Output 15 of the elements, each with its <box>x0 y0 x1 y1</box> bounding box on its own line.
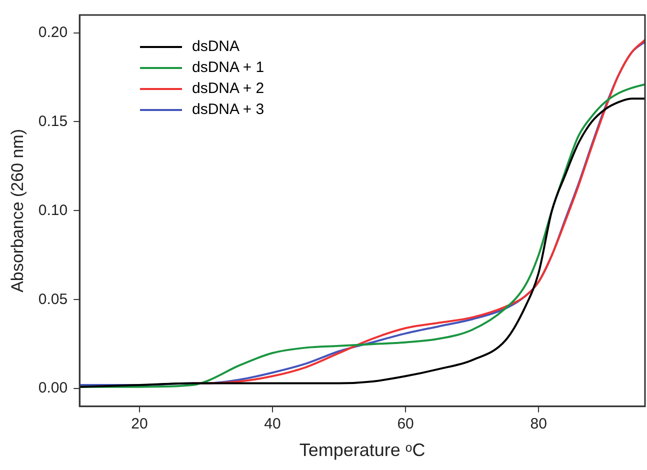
x-tick-label: 20 <box>131 416 148 433</box>
legend-label: dsDNA + 2 <box>192 79 264 99</box>
y-tick-label: 0.10 <box>38 202 68 219</box>
y-axis-title: Absorbance (260 nm) <box>8 128 27 292</box>
y-tick-label: 0.15 <box>38 112 68 130</box>
y-tick-label: 0.00 <box>38 380 68 397</box>
legend-label: dsDNA + 3 <box>192 100 264 120</box>
x-tick-label: 40 <box>264 416 281 433</box>
legend-label: dsDNA <box>192 37 240 57</box>
y-tick-label: 0.20 <box>38 24 68 41</box>
legend-label: dsDNA + 1 <box>192 58 264 78</box>
y-tick-label: 0.05 <box>38 290 68 308</box>
x-tick-label: 60 <box>397 416 414 433</box>
x-axis-title: Temperature ᵒC <box>299 440 426 460</box>
x-tick-label: 80 <box>530 416 547 433</box>
